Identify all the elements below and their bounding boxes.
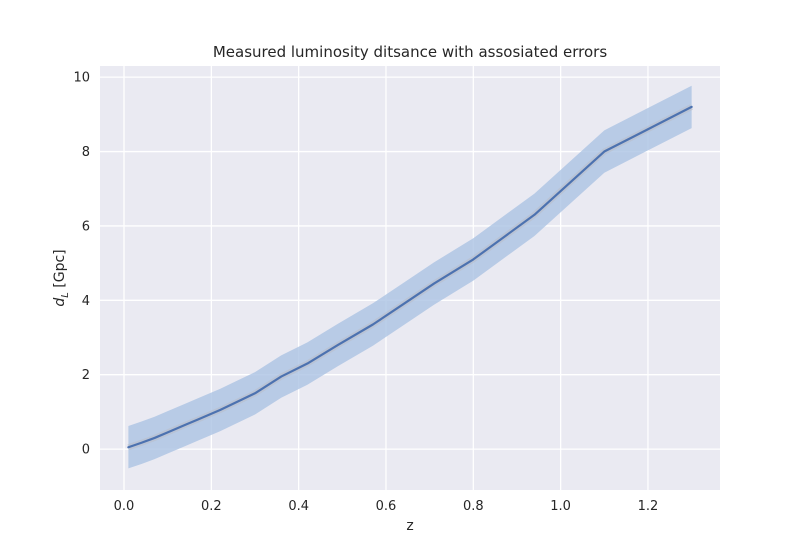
y-tick-label: 6 bbox=[82, 219, 90, 234]
y-axis-label-subscript: L bbox=[60, 292, 71, 298]
y-tick-label: 2 bbox=[82, 368, 90, 383]
series-layer bbox=[127, 85, 693, 469]
y-tick-label: 10 bbox=[73, 71, 90, 86]
grid bbox=[100, 66, 720, 490]
y-tick-label: 8 bbox=[82, 145, 90, 160]
y-axis-label: dL [Gpc] bbox=[52, 249, 71, 306]
x-tick-label: 1.2 bbox=[638, 499, 659, 514]
x-axis-label: z bbox=[406, 518, 413, 534]
y-tick-label: 0 bbox=[82, 443, 90, 458]
y-axis-label-main: d bbox=[52, 298, 68, 307]
y-tick-label: 4 bbox=[82, 294, 90, 309]
x-tick-label: 0.0 bbox=[114, 499, 135, 514]
x-tick-label: 0.8 bbox=[463, 499, 484, 514]
y-axis-label-unit: [Gpc] bbox=[52, 249, 68, 292]
x-tick-label: 0.6 bbox=[376, 499, 397, 514]
chart-title: Measured luminosity ditsance with assosi… bbox=[213, 43, 607, 61]
y-tick-labels: 0 2 4 6 8 10 bbox=[73, 71, 90, 458]
error-band bbox=[128, 85, 692, 469]
x-tick-labels: 0.0 0.2 0.4 0.6 0.8 1.0 1.2 bbox=[114, 499, 659, 514]
series-line bbox=[127, 105, 693, 449]
x-tick-label: 0.2 bbox=[201, 499, 222, 514]
x-tick-label: 0.4 bbox=[288, 499, 309, 514]
x-tick-label: 1.0 bbox=[550, 499, 571, 514]
